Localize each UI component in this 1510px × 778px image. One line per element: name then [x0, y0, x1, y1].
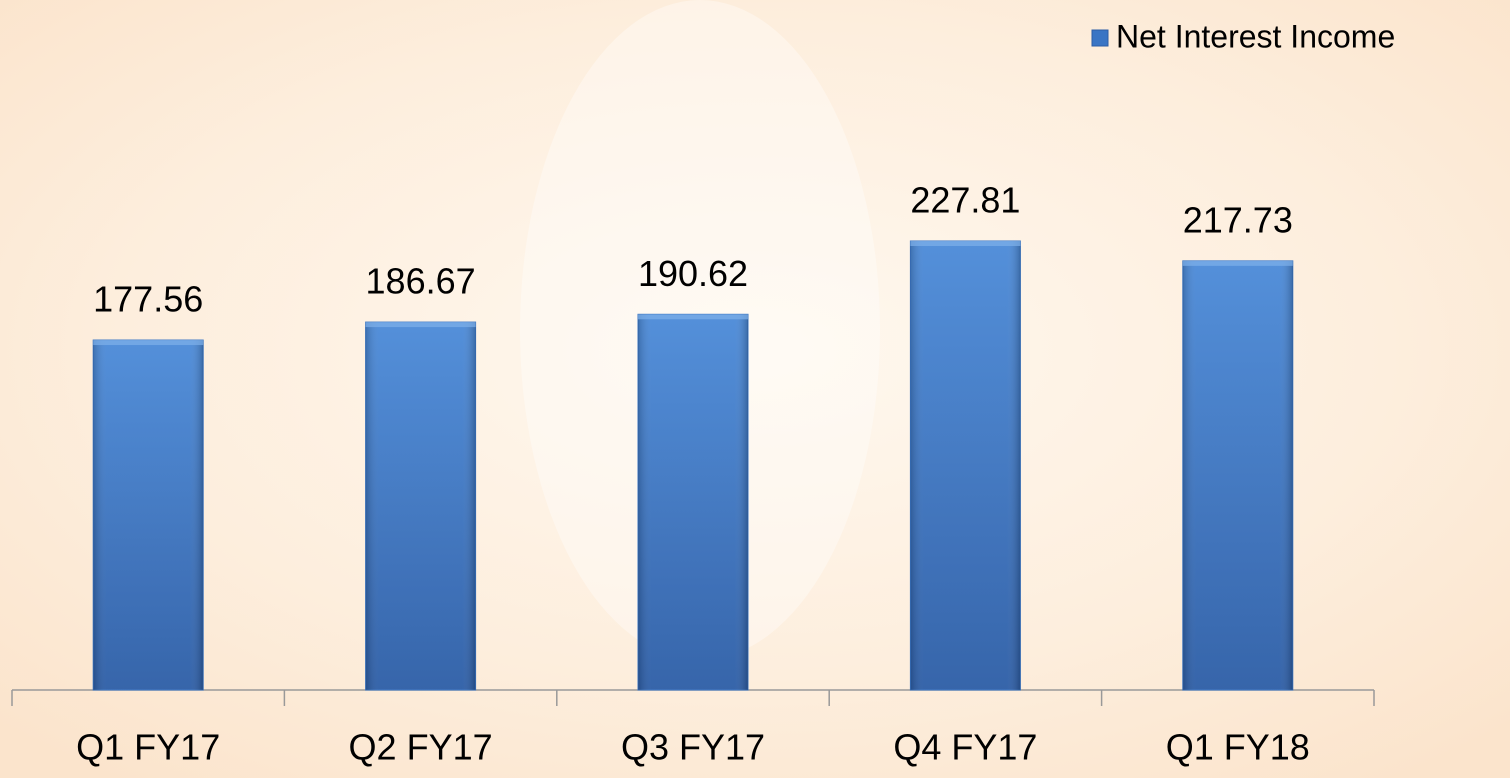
legend-swatch — [1092, 30, 1108, 46]
x-tick-label: Q2 FY17 — [349, 727, 493, 768]
bar-shade — [366, 322, 476, 690]
value-label: 177.56 — [93, 279, 203, 320]
x-tick-label: Q3 FY17 — [621, 727, 765, 768]
value-label: 227.81 — [910, 180, 1020, 221]
bar-shade — [638, 314, 748, 690]
bar-top — [638, 314, 748, 319]
x-tick-label: Q4 FY17 — [893, 727, 1037, 768]
value-label: 217.73 — [1183, 199, 1293, 240]
bar-top — [1183, 261, 1293, 266]
bar-shade — [910, 241, 1020, 690]
bar-shade — [1183, 261, 1293, 690]
bar-top — [93, 340, 203, 345]
bar-top — [910, 241, 1020, 246]
value-label: 186.67 — [366, 261, 476, 302]
bar-shade — [93, 340, 203, 690]
page: {"chart_data": {"type": "bar", "categori… — [0, 0, 1510, 778]
x-tick-label: Q1 FY18 — [1166, 727, 1310, 768]
chart: Q1 FY17 177.56 Q2 FY17 186.67 Q3 FY17 190.62 Q… — [0, 0, 1510, 778]
legend-label: Net Interest Income — [1116, 18, 1395, 54]
bar-top — [366, 322, 476, 327]
x-tick-label: Q1 FY17 — [76, 727, 220, 768]
value-label: 190.62 — [638, 253, 748, 294]
